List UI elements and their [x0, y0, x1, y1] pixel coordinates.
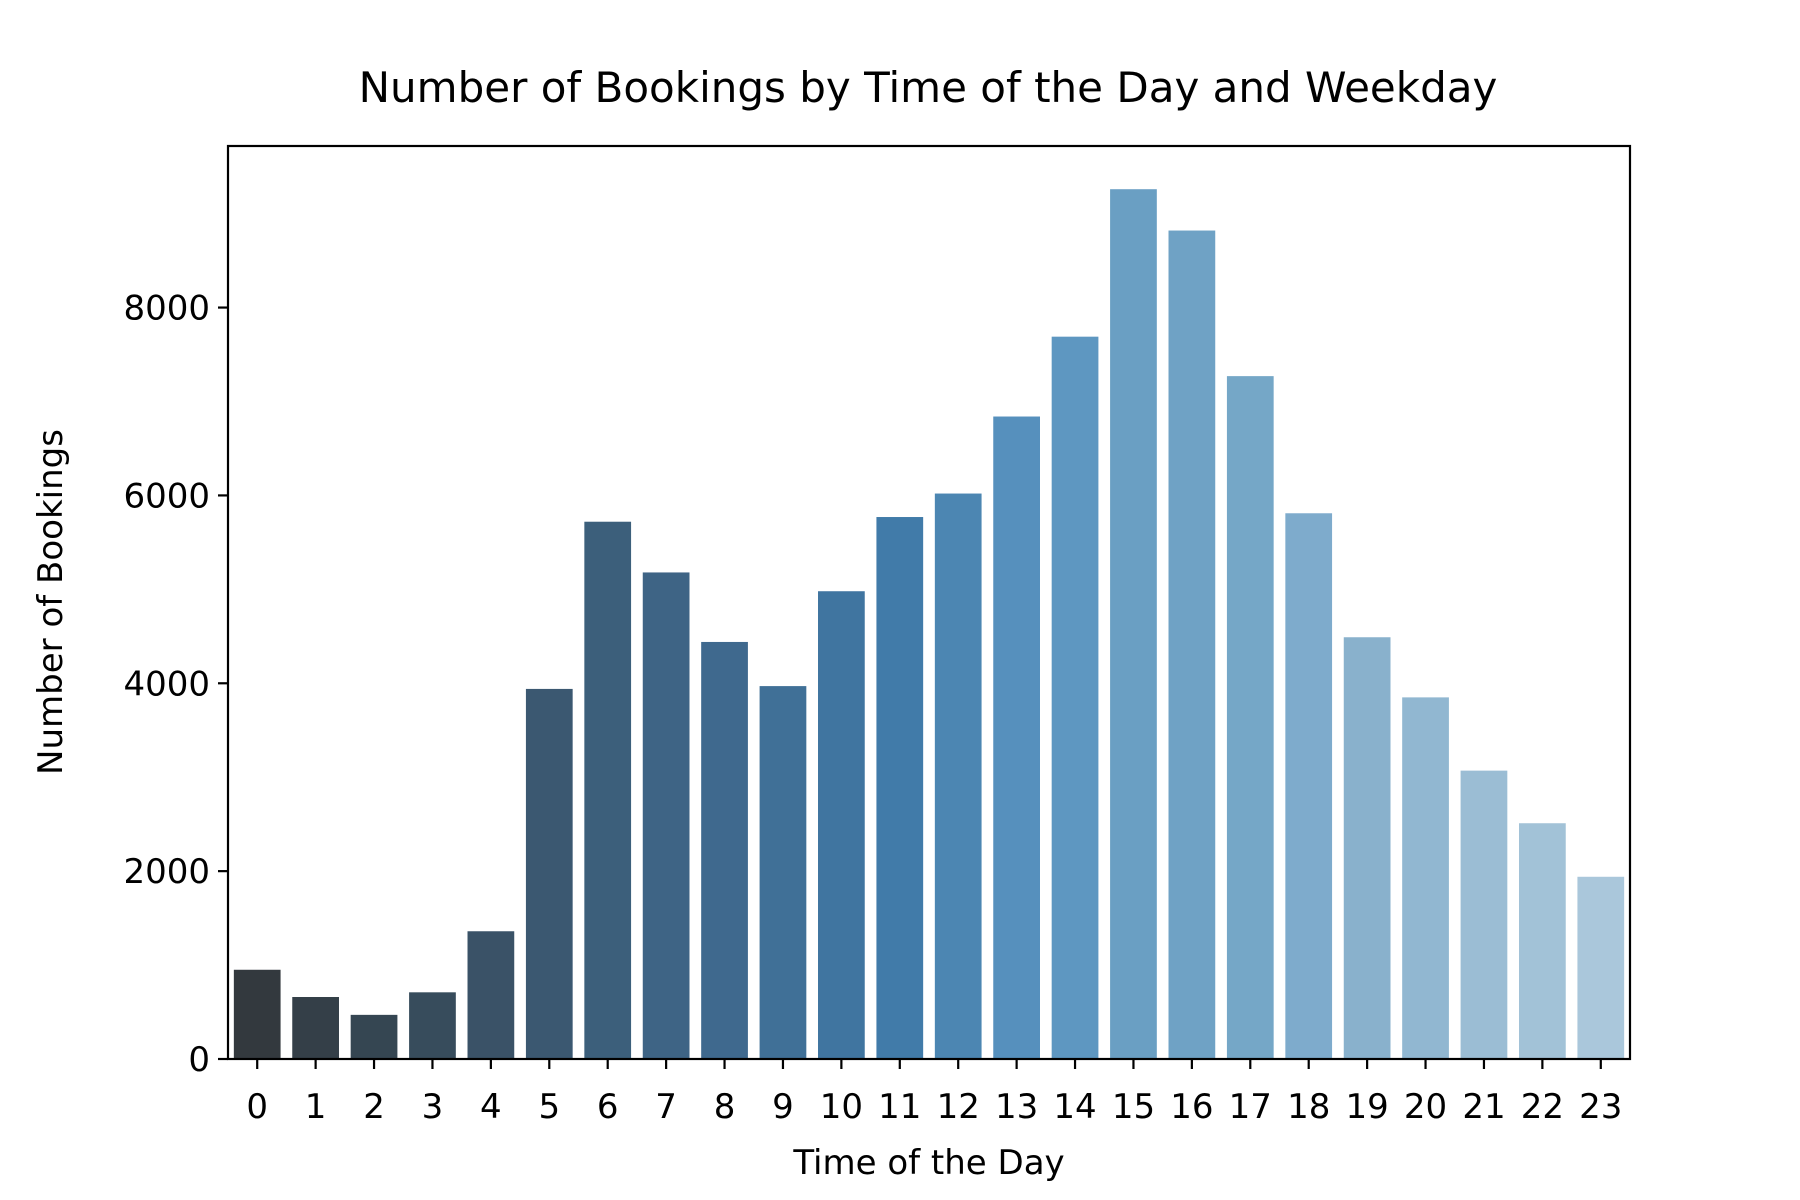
- x-tick-label-13: 13: [995, 1087, 1038, 1127]
- x-tick-label-9: 9: [772, 1087, 794, 1127]
- x-tick-label-0: 0: [246, 1087, 268, 1127]
- x-tick-label-21: 21: [1462, 1087, 1505, 1127]
- x-tick-label-11: 11: [878, 1087, 921, 1127]
- bar-hour-14: [1051, 336, 1099, 1059]
- x-axis: 0 1 2 3 4 5 6 7 8 9 10 11 12 13 14 15 16 17 18 19 20 21 22 23: [246, 1059, 1622, 1127]
- y-tick-label-2000: 2000: [123, 852, 210, 892]
- x-axis-label: Time of the Day: [792, 1143, 1064, 1183]
- y-axis: 0 2000 4000 6000 8000: [123, 289, 228, 1080]
- bar-hour-8: [701, 641, 748, 1059]
- y-tick-label-6000: 6000: [123, 476, 210, 516]
- bar-hour-20: [1402, 697, 1449, 1059]
- bar-hour-13: [993, 416, 1040, 1059]
- x-tick-label-12: 12: [937, 1087, 980, 1127]
- bar-hour-22: [1519, 823, 1566, 1059]
- x-tick-label-1: 1: [305, 1087, 327, 1127]
- bar-hour-6: [584, 521, 632, 1059]
- x-tick-label-8: 8: [714, 1087, 736, 1127]
- bar-hour-4: [467, 931, 515, 1059]
- x-tick-label-17: 17: [1229, 1087, 1272, 1127]
- bar-hour-5: [525, 688, 573, 1059]
- x-tick-label-6: 6: [597, 1087, 619, 1127]
- y-axis-label: Number of Bookings: [31, 429, 71, 775]
- bar-hour-1: [292, 997, 339, 1059]
- x-tick-label-16: 16: [1170, 1087, 1213, 1127]
- x-tick-label-10: 10: [820, 1087, 863, 1127]
- bar-hour-16: [1168, 230, 1216, 1059]
- x-tick-label-4: 4: [480, 1087, 502, 1127]
- bar-hour-12: [934, 493, 982, 1059]
- x-tick-label-20: 20: [1404, 1087, 1447, 1127]
- bar-hour-23: [1577, 876, 1625, 1059]
- x-tick-label-18: 18: [1287, 1087, 1330, 1127]
- x-tick-label-14: 14: [1053, 1087, 1096, 1127]
- x-tick-label-23: 23: [1579, 1087, 1622, 1127]
- bar-hour-19: [1343, 637, 1391, 1059]
- bar-hour-21: [1460, 770, 1508, 1059]
- y-tick-label-8000: 8000: [123, 289, 210, 329]
- bar-hour-7: [642, 572, 690, 1059]
- bar-hour-15: [1110, 189, 1157, 1059]
- x-tick-label-22: 22: [1521, 1087, 1564, 1127]
- bar-hour-11: [876, 517, 924, 1059]
- bars: [233, 189, 1625, 1059]
- bar-hour-18: [1285, 513, 1333, 1059]
- x-tick-label-15: 15: [1112, 1087, 1155, 1127]
- bar-hour-3: [409, 992, 456, 1059]
- chart-title: Number of Bookings by Time of the Day an…: [359, 63, 1498, 112]
- bar-hour-2: [350, 1014, 398, 1059]
- bar-hour-0: [233, 969, 281, 1059]
- x-tick-label-19: 19: [1345, 1087, 1388, 1127]
- x-tick-label-2: 2: [363, 1087, 385, 1127]
- bar-hour-9: [759, 686, 807, 1059]
- bar-hour-17: [1226, 376, 1274, 1059]
- bar-hour-10: [818, 591, 865, 1059]
- x-tick-label-5: 5: [538, 1087, 560, 1127]
- y-tick-label-0: 0: [188, 1040, 210, 1080]
- x-tick-label-3: 3: [422, 1087, 444, 1127]
- axes-frame: [226, 144, 1632, 1061]
- y-tick-label-4000: 4000: [123, 664, 210, 704]
- x-tick-label-7: 7: [655, 1087, 677, 1127]
